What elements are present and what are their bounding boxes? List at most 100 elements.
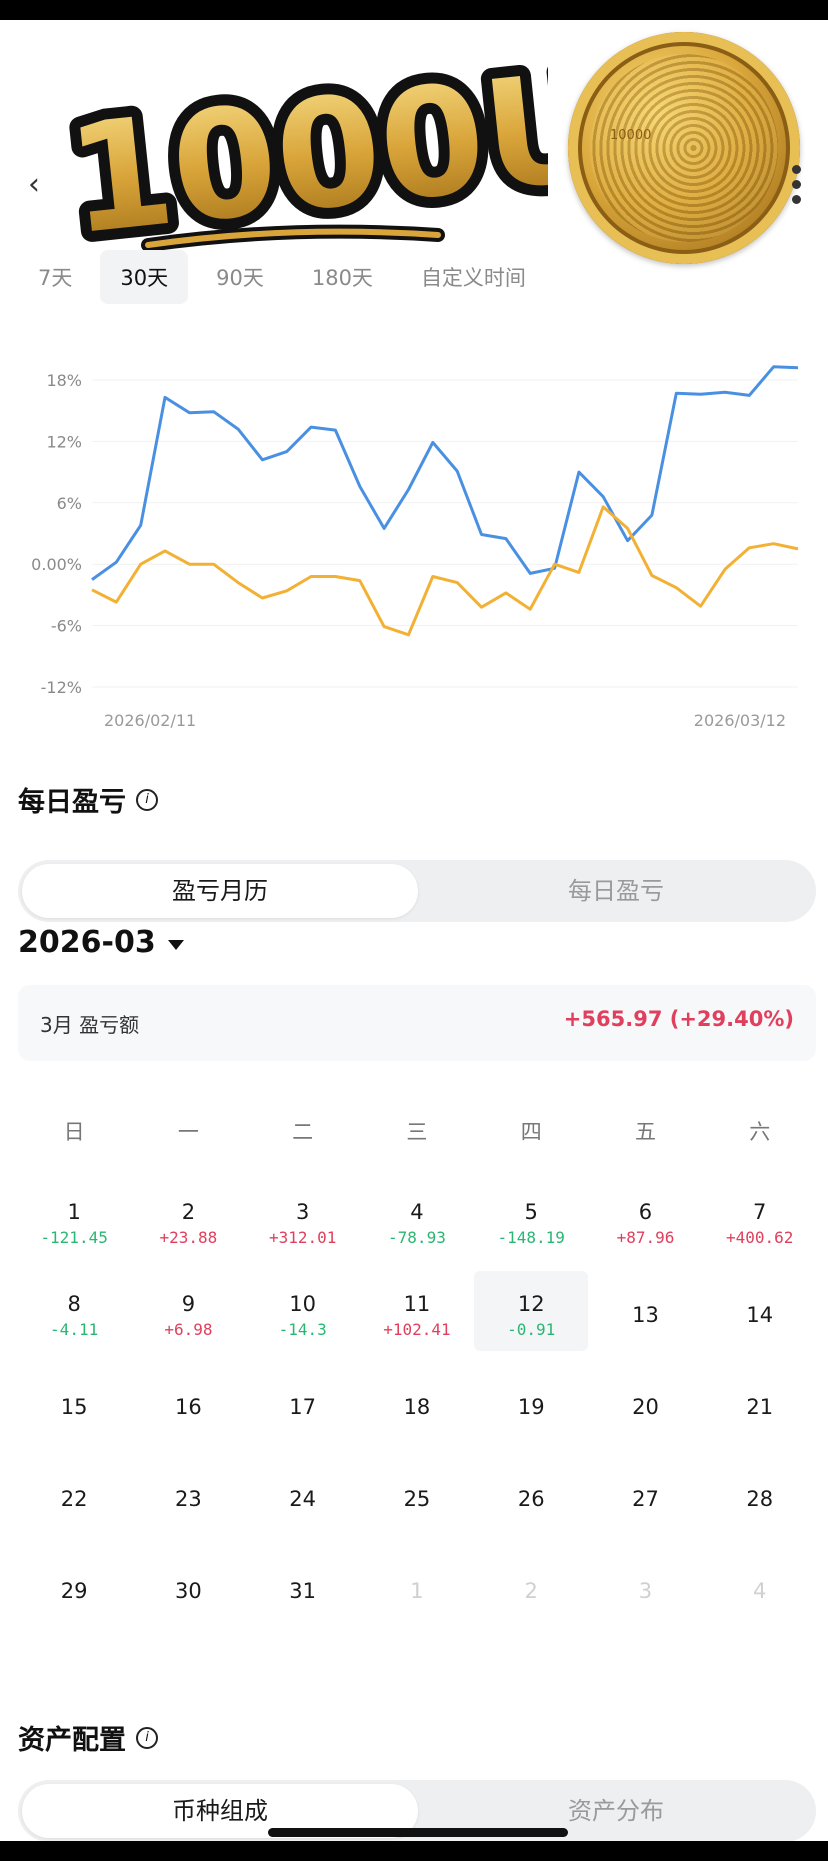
day-number: 1 — [67, 1199, 81, 1224]
coin-denomination: 10000 — [610, 128, 652, 143]
calendar-day[interactable]: 24 — [246, 1453, 360, 1545]
calendar-day[interactable]: 23 — [131, 1453, 245, 1545]
calendar-day[interactable]: 13 — [588, 1269, 702, 1361]
info-icon[interactable]: i — [136, 788, 158, 811]
calendar-day[interactable]: 17 — [246, 1361, 360, 1453]
calendar-day[interactable]: 31 — [246, 1545, 360, 1637]
calendar-day[interactable]: 19 — [474, 1361, 588, 1453]
gold-coin-image: 10000 — [568, 32, 800, 264]
day-number: 27 — [632, 1487, 659, 1511]
pnl-line-chart[interactable]: 18% 12% 6% 0.00% -6% -12% 2026/02/11 2026/03/12 — [0, 340, 828, 740]
day-pnl-value: +87.96 — [616, 1227, 675, 1247]
day-number: 2 — [524, 1579, 538, 1603]
calendar-day[interactable]: 29 — [17, 1545, 131, 1637]
daily-pnl-title: 每日盈亏 i — [18, 780, 158, 819]
back-chevron-icon[interactable]: ‹ — [28, 167, 40, 202]
calendar-day[interactable]: 3 +312.01 — [246, 1177, 360, 1269]
calendar-day[interactable]: 28 — [703, 1453, 817, 1545]
day-number: 22 — [60, 1487, 88, 1511]
weekday-label: 一 — [177, 1120, 199, 1144]
month-summary: 3月 盈亏额 +565.97 (+29.40%) — [18, 985, 816, 1061]
day-pnl-value: -0.91 — [507, 1319, 556, 1339]
calendar-day[interactable]: 6 +87.96 — [588, 1177, 702, 1269]
series-line-blue — [91, 365, 799, 581]
tab-coin-composition[interactable]: 币种组成 — [22, 1784, 418, 1838]
calendar-day[interactable]: 20 — [588, 1361, 702, 1453]
info-icon[interactable]: i — [136, 1726, 158, 1749]
calendar-week-row: 8 -4.11 9 +6.98 10 -14.3 11 +102.41 12 -0.91 13 14 — [17, 1269, 817, 1361]
calendar-day: 4 — [703, 1545, 817, 1637]
day-number: 7 — [753, 1199, 767, 1224]
calendar-week-row: 15 16 17 18 19 20 21 — [17, 1361, 817, 1453]
day-number: 14 — [746, 1303, 774, 1327]
calendar-day[interactable]: 7 +400.62 — [703, 1177, 817, 1269]
calendar-day[interactable]: 11 +102.41 — [360, 1269, 474, 1361]
month-value: 2026-03 — [18, 925, 156, 960]
day-pnl-value: -78.93 — [388, 1227, 446, 1247]
calendar-day[interactable]: 26 — [474, 1453, 588, 1545]
day-number: 18 — [403, 1395, 431, 1419]
calendar-day[interactable]: 9 +6.98 — [131, 1269, 245, 1361]
day-pnl-value: -148.19 — [497, 1227, 565, 1247]
weekday-cell: 四 — [474, 1085, 588, 1177]
calendar-day[interactable]: 5 -148.19 — [474, 1177, 588, 1269]
weekday-cell: 日 — [17, 1085, 131, 1177]
day-number: 16 — [175, 1395, 202, 1419]
month-selector[interactable]: 2026-03 — [18, 925, 184, 960]
period-tabs: 7天 30天 90天 180天 自定义时间 — [18, 250, 554, 304]
tab-30d[interactable]: 30天 — [100, 250, 189, 304]
weekday-label: 三 — [406, 1120, 428, 1144]
weekday-label: 四 — [520, 1120, 542, 1144]
tab-custom-time[interactable]: 自定义时间 — [420, 266, 526, 290]
calendar-day: 2 — [474, 1545, 588, 1637]
month-summary-label: 3月 盈亏额 — [40, 1013, 140, 1037]
calendar-day[interactable]: 2 +23.88 — [131, 1177, 245, 1269]
y-tick-label: 0.00% — [31, 555, 82, 574]
day-number: 9 — [181, 1291, 196, 1316]
tab-pnl-calendar[interactable]: 盈亏月历 — [22, 864, 418, 918]
day-pnl-value: +312.01 — [268, 1227, 337, 1247]
calendar-day[interactable]: 4 -78.93 — [360, 1177, 474, 1269]
calendar-day[interactable]: 18 — [360, 1361, 474, 1453]
day-number: 8 — [67, 1291, 81, 1316]
day-number: 28 — [746, 1487, 774, 1511]
calendar-day[interactable]: 15 — [17, 1361, 131, 1453]
tab-asset-distribution[interactable]: 资产分布 — [568, 1797, 664, 1825]
weekday-cell: 三 — [360, 1085, 474, 1177]
calendar-day: 1 — [360, 1545, 474, 1637]
day-number: 13 — [632, 1303, 659, 1327]
x-tick-label: 2026/02/11 — [104, 711, 196, 730]
weekday-label: 日 — [63, 1120, 85, 1144]
calendar-day[interactable]: 16 — [131, 1361, 245, 1453]
day-number: 15 — [60, 1395, 88, 1419]
calendar-day[interactable]: 30 — [131, 1545, 245, 1637]
calendar-day[interactable]: 21 — [703, 1361, 817, 1453]
day-number: 6 — [638, 1199, 653, 1224]
logo-sticker: 1000U买 1000U买 — [49, 40, 548, 280]
calendar-day[interactable]: 14 — [703, 1269, 817, 1361]
pnl-calendar: 日 一 二 三 四 五 六 1 -121.45 2 +23.88 3 +312.01 4 -78.93 5 -… — [17, 1085, 817, 1637]
weekday-label: 二 — [292, 1120, 314, 1144]
day-number: 3 — [295, 1199, 310, 1224]
calendar-day[interactable]: 8 -4.11 — [17, 1269, 131, 1361]
tab-daily-pnl[interactable]: 每日盈亏 — [568, 877, 664, 905]
calendar-day[interactable]: 1 -121.45 — [17, 1177, 131, 1269]
home-indicator[interactable] — [268, 1828, 568, 1837]
tab-90d[interactable]: 90天 — [216, 266, 264, 290]
day-pnl-value: -4.11 — [50, 1319, 99, 1339]
day-number: 4 — [753, 1579, 767, 1603]
pnl-view-toggle: 盈亏月历 每日盈亏 — [18, 860, 816, 922]
calendar-day[interactable]: 25 — [360, 1453, 474, 1545]
daily-pnl-title-text: 每日盈亏 — [18, 787, 126, 818]
day-pnl-value: -14.3 — [278, 1319, 327, 1339]
calendar-day[interactable]: 10 -14.3 — [246, 1269, 360, 1361]
tab-180d[interactable]: 180天 — [311, 266, 373, 290]
weekday-label: 六 — [749, 1120, 771, 1144]
tab-7d[interactable]: 7天 — [38, 266, 73, 290]
calendar-day[interactable]: 22 — [17, 1453, 131, 1545]
day-number: 31 — [289, 1579, 317, 1603]
calendar-day[interactable]: 27 — [588, 1453, 702, 1545]
more-dots-icon[interactable] — [792, 165, 804, 205]
day-number: 24 — [289, 1487, 317, 1511]
calendar-day-today[interactable]: 12 -0.91 — [474, 1269, 589, 1361]
